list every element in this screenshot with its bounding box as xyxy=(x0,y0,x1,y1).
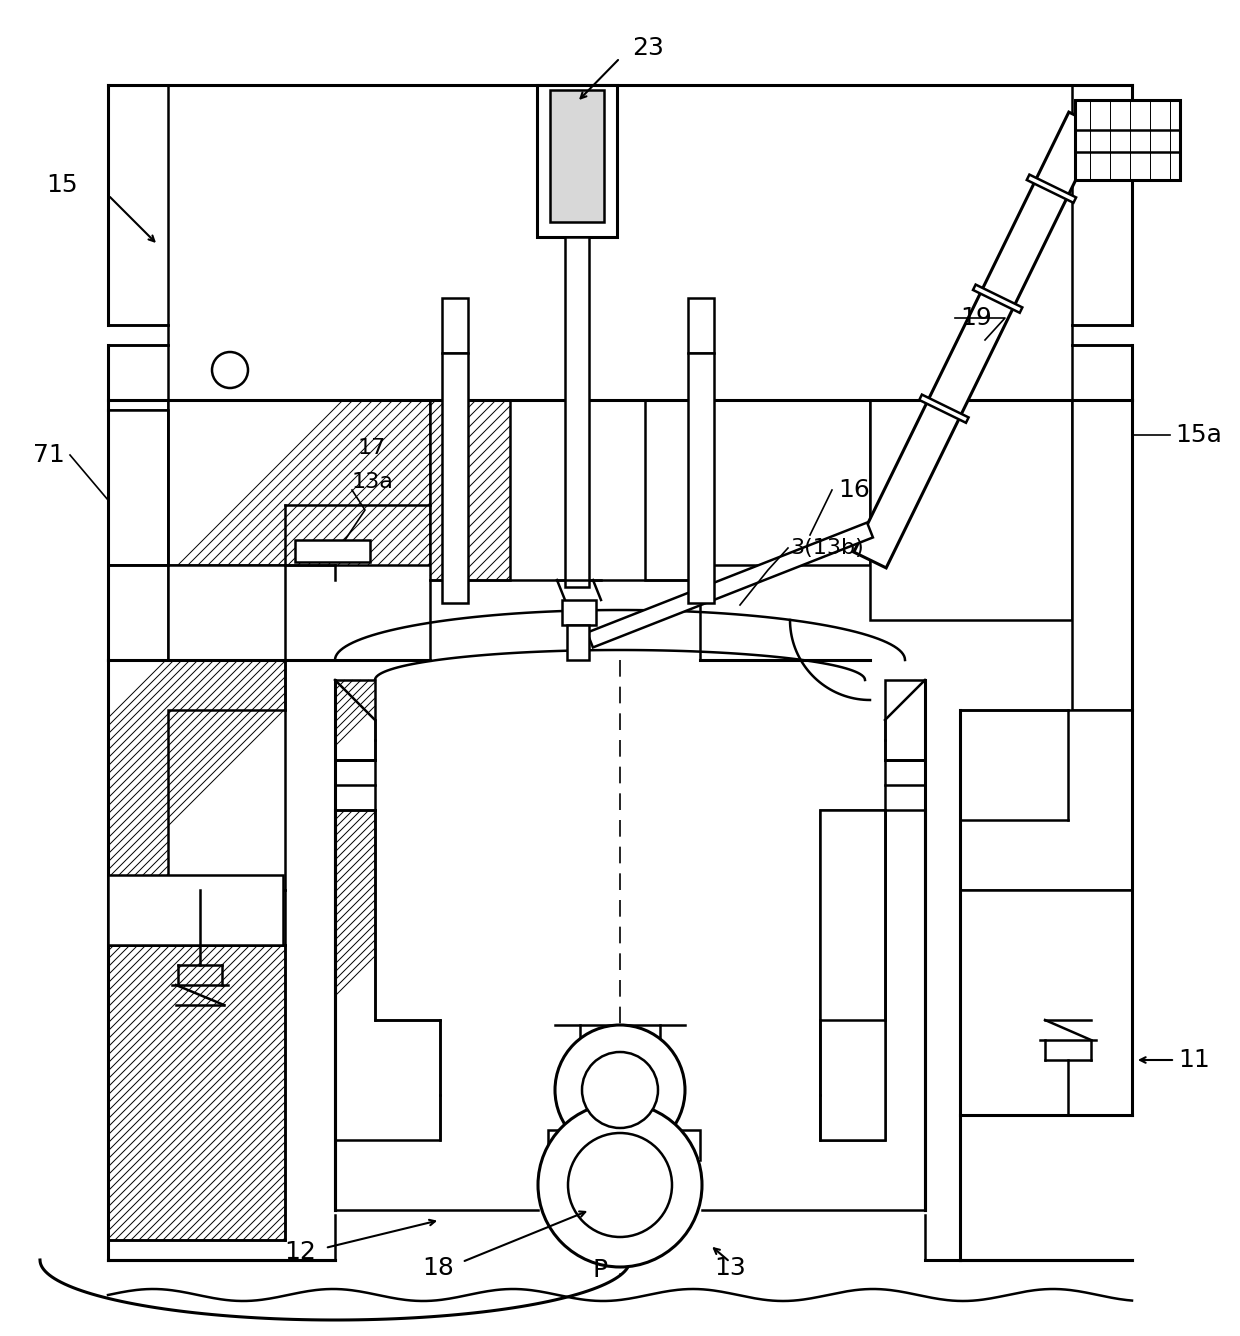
Circle shape xyxy=(582,1051,658,1128)
Bar xyxy=(562,600,596,625)
Text: 19: 19 xyxy=(960,306,992,330)
Bar xyxy=(565,236,589,587)
Polygon shape xyxy=(960,709,1132,890)
Bar xyxy=(1075,100,1180,180)
Text: 18: 18 xyxy=(422,1256,454,1280)
Polygon shape xyxy=(430,399,510,580)
Text: 11: 11 xyxy=(1178,1047,1210,1071)
Polygon shape xyxy=(885,680,925,760)
Bar xyxy=(688,353,714,603)
Text: 17: 17 xyxy=(358,438,386,458)
Polygon shape xyxy=(167,565,285,660)
Polygon shape xyxy=(548,1130,701,1160)
Polygon shape xyxy=(1027,175,1076,203)
Text: 15: 15 xyxy=(46,172,78,196)
Bar xyxy=(441,353,467,603)
Polygon shape xyxy=(870,399,1073,620)
Text: 16: 16 xyxy=(838,478,870,502)
Bar xyxy=(537,86,618,236)
Polygon shape xyxy=(645,399,701,580)
Polygon shape xyxy=(108,660,285,890)
Polygon shape xyxy=(108,399,167,410)
Polygon shape xyxy=(1073,86,1132,325)
Circle shape xyxy=(538,1104,702,1267)
Polygon shape xyxy=(919,394,968,422)
Polygon shape xyxy=(820,810,885,1140)
Polygon shape xyxy=(108,565,167,660)
Text: 15a: 15a xyxy=(1176,424,1221,448)
Polygon shape xyxy=(167,399,430,565)
Bar xyxy=(295,540,370,562)
Text: P: P xyxy=(593,1259,608,1283)
Text: 13: 13 xyxy=(714,1256,746,1280)
Circle shape xyxy=(212,351,248,387)
Polygon shape xyxy=(335,680,374,760)
Polygon shape xyxy=(587,522,873,648)
Text: 23: 23 xyxy=(632,36,663,60)
Polygon shape xyxy=(108,345,167,410)
Text: 13a: 13a xyxy=(352,472,394,492)
Text: 71: 71 xyxy=(33,444,64,468)
Polygon shape xyxy=(1073,399,1132,709)
Polygon shape xyxy=(548,1150,701,1160)
Bar xyxy=(441,298,467,353)
Polygon shape xyxy=(960,890,1132,1116)
Polygon shape xyxy=(973,285,1022,313)
Text: 3(13b): 3(13b) xyxy=(790,538,864,558)
Polygon shape xyxy=(701,399,870,565)
Polygon shape xyxy=(820,810,885,1140)
Polygon shape xyxy=(108,410,167,565)
Text: 12: 12 xyxy=(284,1240,316,1264)
Polygon shape xyxy=(108,86,167,325)
Polygon shape xyxy=(108,945,285,1240)
Bar xyxy=(688,298,714,353)
Circle shape xyxy=(568,1133,672,1237)
Bar xyxy=(567,625,589,660)
Bar xyxy=(108,875,283,945)
Polygon shape xyxy=(335,810,440,1140)
Polygon shape xyxy=(1073,345,1132,399)
Circle shape xyxy=(556,1025,684,1156)
Bar xyxy=(551,90,604,222)
Polygon shape xyxy=(591,1090,649,1130)
Polygon shape xyxy=(854,112,1101,568)
